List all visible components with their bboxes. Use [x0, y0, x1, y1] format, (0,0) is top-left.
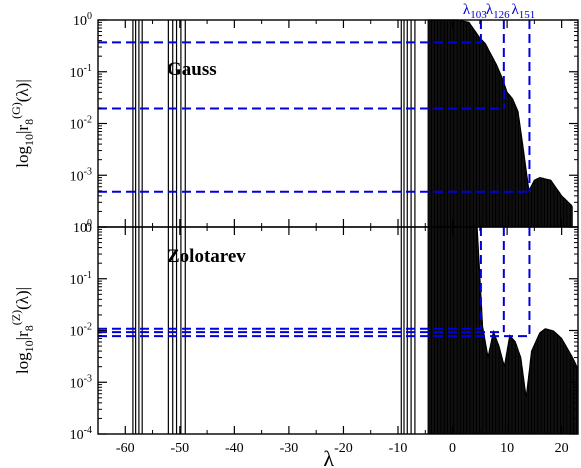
xtick-label: -50 — [170, 441, 189, 456]
zolotarev-ytick-label: 10-3 — [70, 373, 92, 391]
ytick-label-base: 10 — [70, 376, 84, 391]
xtick-label: -40 — [225, 441, 244, 456]
ytick-label-base: 10 — [73, 14, 87, 29]
ytick-label-base: 10 — [70, 118, 84, 133]
ytick-label-exponent: -1 — [84, 63, 92, 74]
ytick-label-base: 10 — [70, 325, 84, 340]
xtick-label: -60 — [116, 441, 135, 456]
ytick-label-exponent: -4 — [84, 425, 92, 436]
ytick-label-base: 10 — [70, 428, 84, 443]
ytick-label-exponent: 0 — [87, 218, 92, 229]
xtick-label: 0 — [449, 441, 456, 456]
zolotarev-panel-label: Zolotarev — [167, 246, 246, 267]
gauss-ytick-label: 100 — [73, 11, 92, 29]
xtick-label: -10 — [389, 441, 408, 456]
chart-data-layer — [132, 19, 579, 434]
xtick-label: -30 — [280, 441, 299, 456]
chart-frame — [97, 19, 579, 435]
eigenvalue-marker-label-2: λ151 — [511, 2, 535, 21]
zolotarev-ytick-label: 10-2 — [70, 322, 92, 340]
eigenvalue-marker-label-1: λ126 — [486, 2, 510, 21]
zolotarev-ytick-label: 10-1 — [70, 270, 92, 288]
gauss-panel-label: Gauss — [167, 59, 217, 80]
ytick-label-exponent: -2 — [84, 322, 92, 333]
xtick-label: 10 — [500, 441, 514, 456]
gauss-y-axis-label: log10|r8(G)(λ)| — [9, 79, 36, 167]
eigenvalue-marker-label-0: λ103 — [463, 2, 487, 21]
zolotarev-y-axis-label: log10|r8(Z)(λ)| — [9, 287, 36, 374]
gauss-ytick-label: 10-3 — [70, 166, 92, 184]
ytick-label-exponent: -1 — [84, 270, 92, 281]
ytick-label-exponent: -2 — [84, 115, 92, 126]
ytick-label-exponent: 0 — [87, 11, 92, 22]
x-axis-label: λ — [323, 446, 334, 468]
ytick-label-base: 10 — [70, 169, 84, 184]
ytick-label-exponent: -3 — [84, 373, 92, 384]
ytick-label-base: 10 — [70, 273, 84, 288]
ytick-label-exponent: -3 — [84, 166, 92, 177]
zolotarev-ytick-label: 10-4 — [70, 425, 92, 443]
gauss-ytick-label-bottom: 0 — [85, 221, 92, 236]
ytick-label-base: 10 — [73, 221, 87, 236]
ytick-label-base: 10 — [70, 66, 84, 81]
chart-text: 10010-110-210-30Gausslog10|r8(G)(λ)|1001… — [9, 2, 569, 468]
xtick-label: -20 — [334, 441, 353, 456]
gauss-ytick-label: 10-1 — [70, 63, 92, 81]
xtick-label: 20 — [555, 441, 569, 456]
chart-reference-lines — [98, 20, 531, 338]
gauss-ytick-label: 10-2 — [70, 115, 92, 133]
zolotarev-ytick-label: 100 — [73, 218, 92, 236]
